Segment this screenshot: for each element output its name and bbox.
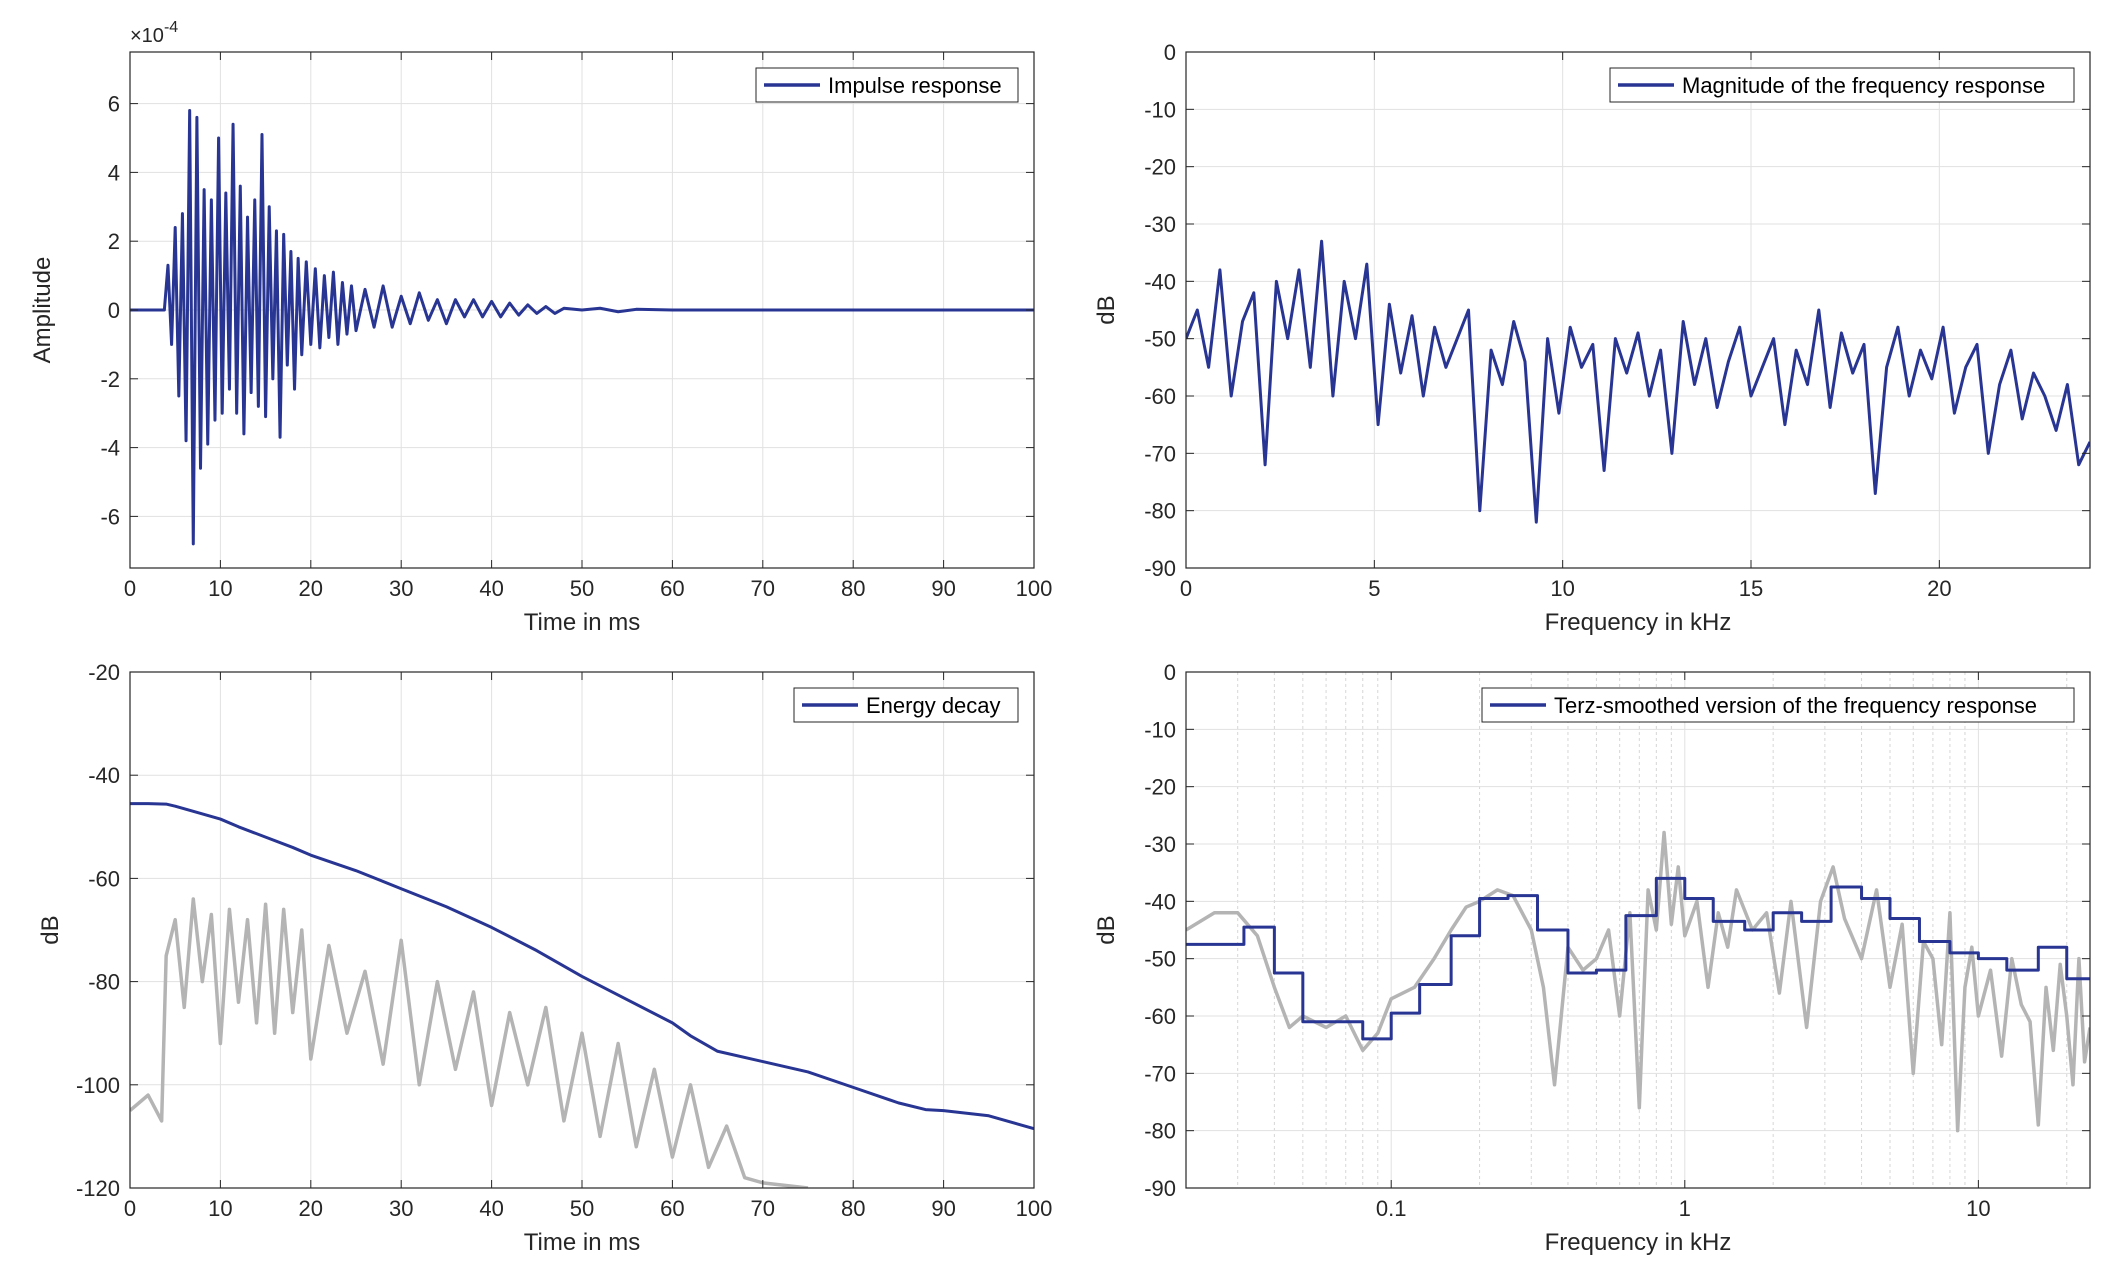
y-tick-label: -90 <box>1144 556 1176 581</box>
y-tick-label: -40 <box>1144 889 1176 914</box>
series-line <box>1186 239 2090 524</box>
x-tick-label: 50 <box>570 576 594 601</box>
y-tick-label: -6 <box>100 504 120 529</box>
y-tick-label: -80 <box>88 970 120 995</box>
legend-label: Energy decay <box>866 693 1001 718</box>
series-line <box>130 108 1034 546</box>
y-tick-label: 0 <box>108 298 120 323</box>
y-tick-label: -90 <box>1144 1176 1176 1201</box>
y-tick-label: -100 <box>76 1073 120 1098</box>
legend: Energy decay <box>793 687 1019 723</box>
y-tick-label: -30 <box>1144 832 1176 857</box>
x-tick-label: 20 <box>299 1196 323 1221</box>
y-tick-label: -80 <box>1144 1119 1176 1144</box>
x-tick-label: 80 <box>841 576 865 601</box>
x-tick-label: 40 <box>479 1196 503 1221</box>
chart-panel-3: 0 10 20 30 40 50 60 70 80 90 100 -20 -40 -60 -80 -100 -1… <box>37 660 1052 1256</box>
x-tick-label: 60 <box>660 576 684 601</box>
y-tick-label: -20 <box>88 660 120 685</box>
x-tick-label: 100 <box>1016 576 1053 601</box>
x-tick-label: 0 <box>124 576 136 601</box>
y-tick-label: -10 <box>1144 97 1176 122</box>
chart-panel-2: 0 5 10 15 20 0 -10 -20 -30 -40 -50 -60 -70 -80 -90 Freq… <box>1093 40 2091 636</box>
x-tick-label: 10 <box>1966 1196 1990 1221</box>
y-tick-label: -40 <box>1144 269 1176 294</box>
y-tick-label: -60 <box>88 866 120 891</box>
y-tick-label: -40 <box>88 763 120 788</box>
x-tick-label: 0 <box>124 1196 136 1221</box>
x-tick-label: 20 <box>299 576 323 601</box>
x-axis-label: Frequency in kHz <box>1545 609 1732 636</box>
chart-panel-4: 0.1 1 10 0 -10 -20 -30 -40 -50 -60 -70 -80 -90 Freque… <box>1093 660 2091 1256</box>
y-tick-label: 0 <box>1164 660 1176 685</box>
legend-label: Magnitude of the frequency response <box>1682 73 2045 98</box>
axes-box <box>1185 671 2091 1189</box>
x-tick-label: 50 <box>570 1196 594 1221</box>
legend: Impulse response <box>755 67 1019 103</box>
x-tick-label: 0.1 <box>1376 1196 1407 1221</box>
y-tick-label: -50 <box>1144 947 1176 972</box>
y-tick-label: -2 <box>100 367 120 392</box>
x-tick-label: 90 <box>931 576 955 601</box>
plot-area <box>1186 672 2090 1188</box>
x-tick-label: 20 <box>1927 576 1951 601</box>
x-tick-label: 70 <box>751 576 775 601</box>
x-tick-label: 100 <box>1016 1196 1053 1221</box>
plot-area <box>1186 52 2090 568</box>
x-axis-label: Time in ms <box>524 1229 640 1256</box>
x-tick-label: 10 <box>208 1196 232 1221</box>
series-line <box>130 802 1034 1131</box>
legend-box <box>1609 67 2075 103</box>
x-axis-label: Frequency in kHz <box>1545 1229 1732 1256</box>
legend: Terz-smoothed version of the frequency r… <box>1481 687 2075 723</box>
legend-label: Terz-smoothed version of the frequency r… <box>1554 693 2037 718</box>
x-tick-label: 10 <box>208 576 232 601</box>
y-tick-label: -70 <box>1144 1061 1176 1086</box>
y-tick-label: -20 <box>1144 775 1176 800</box>
x-tick-label: 10 <box>1550 576 1574 601</box>
y-tick-label: 6 <box>108 92 120 117</box>
y-tick-label: 2 <box>108 229 120 254</box>
legend: Magnitude of the frequency response <box>1609 67 2075 103</box>
x-tick-label: 30 <box>389 576 413 601</box>
y-tick-label: -50 <box>1144 327 1176 352</box>
y-tick-label: -20 <box>1144 155 1176 180</box>
secondary-series-line <box>130 897 809 1188</box>
axes-box <box>1185 51 2091 569</box>
x-tick-label: 80 <box>841 1196 865 1221</box>
x-tick-label: 0 <box>1180 576 1192 601</box>
y-axis-label: dB <box>1093 295 1120 324</box>
y-axis-label: Amplitude <box>29 257 56 364</box>
series-line <box>1186 876 2090 1041</box>
axis-exponent: ×10-4 <box>130 19 178 47</box>
x-tick-label: 1 <box>1679 1196 1691 1221</box>
y-tick-label: -10 <box>1144 717 1176 742</box>
x-axis-label: Time in ms <box>524 609 640 636</box>
x-tick-label: 70 <box>751 1196 775 1221</box>
y-tick-label: -4 <box>100 436 120 461</box>
y-axis-label: dB <box>37 915 64 944</box>
y-tick-label: -60 <box>1144 1004 1176 1029</box>
y-tick-label: -60 <box>1144 384 1176 409</box>
axis-exponent-power: -4 <box>164 19 178 36</box>
x-tick-label: 40 <box>479 576 503 601</box>
legend-label: Impulse response <box>828 73 1002 98</box>
y-tick-label: -30 <box>1144 212 1176 237</box>
x-tick-label: 60 <box>660 1196 684 1221</box>
y-tick-label: -70 <box>1144 441 1176 466</box>
y-tick-label: 4 <box>108 160 120 185</box>
legend-box <box>1481 687 2075 723</box>
x-tick-label: 5 <box>1368 576 1380 601</box>
y-tick-label: -80 <box>1144 499 1176 524</box>
y-tick-label: -120 <box>76 1176 120 1201</box>
x-tick-label: 15 <box>1739 576 1763 601</box>
secondary-series-line <box>1186 830 2090 1133</box>
y-axis-label: dB <box>1093 915 1120 944</box>
x-tick-label: 30 <box>389 1196 413 1221</box>
x-tick-label: 90 <box>931 1196 955 1221</box>
chart-panel-1: 0 10 20 30 40 50 60 70 80 90 100 -6 -4 -2 0 2 4 6 Time in … <box>29 19 1052 636</box>
y-tick-label: 0 <box>1164 40 1176 65</box>
axis-exponent-base: ×10 <box>130 25 164 47</box>
